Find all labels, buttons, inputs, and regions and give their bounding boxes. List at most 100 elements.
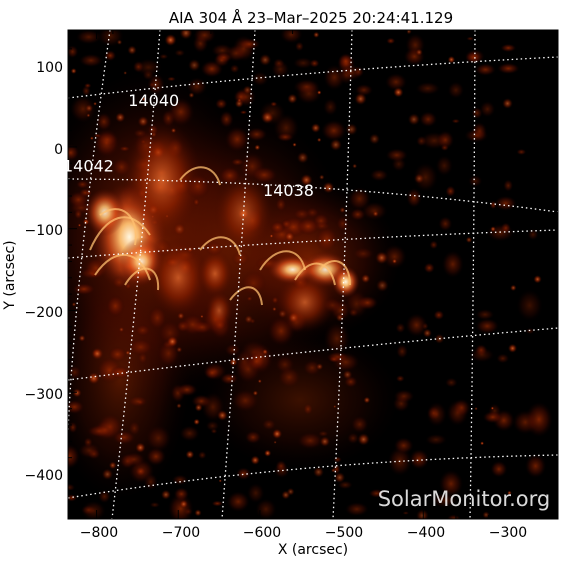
network-blob bbox=[84, 82, 92, 89]
active-region-core bbox=[331, 265, 360, 298]
network-blob bbox=[68, 144, 80, 162]
emission-speckle bbox=[259, 53, 272, 66]
network-blob bbox=[386, 37, 396, 45]
network-blob bbox=[213, 53, 230, 68]
network-blob bbox=[525, 401, 553, 438]
network-blob bbox=[122, 452, 146, 467]
emission-speckle bbox=[415, 48, 423, 56]
network-blob bbox=[350, 415, 369, 434]
network-blob bbox=[395, 375, 405, 383]
emission-speckle bbox=[123, 71, 128, 75]
emission-speckle bbox=[141, 96, 147, 102]
network-blob bbox=[109, 365, 131, 380]
network-blob bbox=[251, 71, 269, 87]
emission-speckle bbox=[375, 279, 389, 292]
emission-speckle bbox=[354, 92, 367, 106]
network-blob bbox=[75, 30, 102, 45]
emission-speckle bbox=[422, 328, 432, 338]
network-blob bbox=[396, 344, 409, 359]
network-blob bbox=[425, 433, 447, 446]
x-tick-labels: −800 −700 −600 −500 −400 −300 bbox=[80, 525, 527, 541]
network-blob bbox=[176, 383, 198, 397]
emission-speckle bbox=[465, 236, 473, 244]
network-blob bbox=[406, 187, 422, 208]
active-region-core bbox=[148, 237, 209, 318]
emission-speckle bbox=[257, 379, 262, 384]
network-blob bbox=[149, 501, 160, 508]
network-blob bbox=[159, 53, 169, 60]
emission-speckle bbox=[490, 406, 495, 410]
emission-speckle bbox=[179, 30, 193, 40]
emission-speckle bbox=[375, 251, 389, 265]
grid-line bbox=[68, 56, 558, 99]
network-blob bbox=[385, 73, 407, 91]
network-blob bbox=[135, 466, 147, 477]
emission-speckle bbox=[166, 335, 179, 348]
network-blob bbox=[95, 112, 113, 132]
coronal-loop bbox=[94, 254, 151, 281]
emission-speckle bbox=[193, 418, 200, 426]
network-blob bbox=[452, 398, 471, 417]
emission-speckle bbox=[188, 59, 201, 72]
network-blob bbox=[255, 498, 277, 519]
emission-speckle bbox=[507, 490, 512, 496]
network-blob bbox=[72, 282, 96, 296]
network-blob bbox=[167, 76, 176, 82]
emission-speckle bbox=[296, 151, 309, 164]
network-blob bbox=[174, 49, 186, 57]
y-tick-label: −400 bbox=[25, 468, 63, 484]
network-blob bbox=[497, 62, 520, 75]
network-blob bbox=[303, 403, 313, 416]
emission-speckle bbox=[188, 92, 195, 99]
emission-speckle bbox=[160, 489, 171, 500]
network-blob bbox=[204, 366, 221, 380]
x-tick-label: −300 bbox=[489, 525, 527, 541]
emission-speckle bbox=[316, 137, 322, 143]
network-blob bbox=[331, 352, 360, 372]
active-region-core bbox=[205, 290, 234, 331]
network-blob bbox=[68, 190, 89, 209]
network-blob bbox=[276, 132, 294, 142]
network-blob bbox=[323, 98, 338, 116]
network-blob bbox=[368, 488, 385, 498]
network-blob bbox=[445, 377, 458, 388]
network-blob bbox=[239, 110, 248, 115]
emission-speckle bbox=[176, 346, 183, 353]
emission-speckle bbox=[474, 406, 478, 411]
emission-speckle bbox=[310, 123, 321, 133]
network-blob bbox=[81, 505, 97, 515]
active-region-core bbox=[274, 272, 335, 333]
emission-speckle bbox=[85, 104, 94, 113]
network-blob bbox=[318, 430, 329, 437]
emission-speckle bbox=[363, 396, 371, 404]
grid-line bbox=[111, 30, 161, 519]
emission-speckle bbox=[372, 210, 379, 217]
network-blob bbox=[293, 78, 321, 95]
emission-speckle bbox=[292, 142, 297, 147]
grid-line bbox=[332, 30, 353, 519]
emission-speckle bbox=[281, 490, 291, 500]
network-blob bbox=[127, 395, 149, 408]
network-blob bbox=[393, 389, 415, 403]
network-blob bbox=[503, 179, 514, 192]
network-blob bbox=[344, 502, 369, 517]
coronal-loop bbox=[199, 236, 241, 256]
network-blob bbox=[269, 221, 286, 234]
coronal-loop bbox=[179, 166, 221, 186]
emission-speckle bbox=[234, 99, 244, 109]
network-blob bbox=[419, 111, 438, 128]
network-blob bbox=[413, 162, 438, 192]
emission-speckle bbox=[533, 275, 542, 284]
coronal-loop bbox=[259, 250, 306, 271]
emission-speckle bbox=[264, 449, 272, 457]
network-blob bbox=[128, 338, 154, 356]
network-blob bbox=[352, 247, 374, 261]
coronal-loop bbox=[294, 262, 336, 286]
network-blob bbox=[527, 228, 539, 241]
emission-speckle bbox=[127, 45, 137, 55]
emission-speckle bbox=[317, 90, 322, 95]
network-blob bbox=[302, 359, 322, 376]
network-blob bbox=[293, 208, 311, 220]
y-tick-label: 0 bbox=[54, 142, 63, 158]
network-blob bbox=[490, 460, 508, 478]
